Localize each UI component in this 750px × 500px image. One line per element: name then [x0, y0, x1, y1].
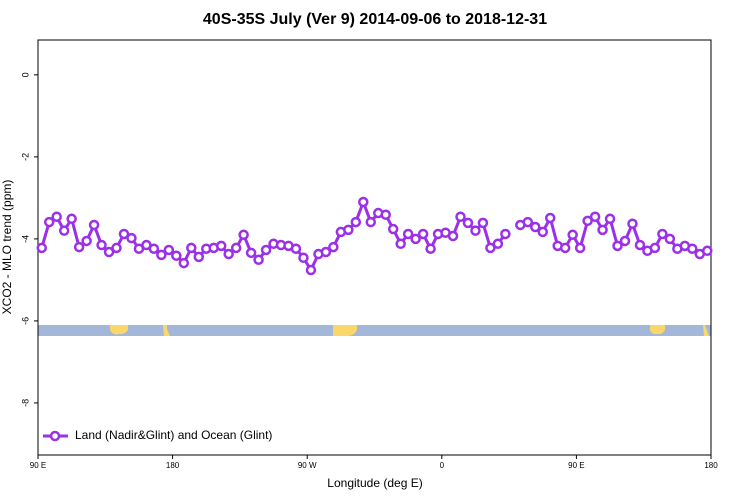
data-point [589, 211, 601, 222]
data-point [462, 217, 474, 229]
data-point [702, 245, 713, 257]
x-tick-label: 0 [440, 461, 445, 470]
data-point [66, 213, 77, 225]
data-point [687, 243, 698, 254]
data-point [522, 216, 534, 228]
land-patch [703, 325, 709, 336]
data-point [365, 216, 377, 228]
data-point [163, 244, 175, 256]
data-point [358, 196, 369, 208]
data-point [417, 228, 429, 240]
legend-marker [49, 430, 61, 442]
data-point [305, 264, 317, 276]
data-point [103, 246, 115, 258]
data-point [36, 242, 47, 254]
data-point [634, 239, 646, 251]
data-point [477, 217, 489, 229]
data-point [238, 229, 249, 241]
data-point [559, 242, 571, 254]
data-point [664, 233, 676, 245]
data-point [223, 248, 234, 260]
data-point [328, 241, 339, 253]
x-tick-label: 90 W [298, 461, 317, 470]
land-patch [650, 325, 665, 335]
ocean-band [38, 325, 711, 336]
x-tick-label: 90 E [568, 461, 584, 470]
data-point [245, 247, 257, 259]
land-patch [110, 325, 128, 335]
data-point [537, 226, 548, 238]
data-point [178, 257, 190, 269]
data-point [395, 238, 406, 250]
data-point [627, 218, 638, 229]
data-point [126, 232, 137, 244]
data-point [619, 235, 631, 247]
land-patch [163, 325, 170, 336]
chart-title: 40S-35S July (Ver 9) 2014-09-06 to 2018-… [203, 11, 547, 28]
data-point [567, 229, 578, 241]
data-point [58, 225, 70, 236]
legend-label: Land (Nadir&Glint) and Ocean (Glint) [75, 428, 272, 442]
data-point [156, 249, 167, 261]
y-tick-label: -4 [20, 235, 30, 243]
data-point [350, 216, 362, 228]
data-point [470, 225, 481, 236]
land-patch [333, 325, 357, 336]
data-point [81, 235, 92, 247]
data-point [343, 224, 354, 236]
data-point [88, 219, 100, 231]
data-point [73, 241, 85, 253]
data-point [597, 224, 608, 236]
data-point [574, 242, 586, 254]
data-point [380, 209, 391, 220]
data-point [544, 212, 556, 224]
data-point [171, 250, 182, 261]
data-point [604, 213, 616, 225]
data-point [447, 230, 459, 242]
data-point [410, 233, 421, 245]
data-point [387, 223, 399, 235]
data-point [500, 228, 511, 240]
data-point [186, 242, 197, 254]
data-point [111, 242, 122, 254]
land-ocean-mask [38, 325, 711, 336]
x-tick-label: 180 [704, 461, 718, 470]
x-tick-label: 90 E [30, 461, 46, 470]
y-tick-label: 0 [20, 72, 30, 77]
y-tick-label: -8 [20, 399, 30, 407]
data-point [649, 242, 661, 254]
y-axis-label: XCO2 - MLO trend (ppm) [0, 180, 14, 315]
y-tick-label: -2 [20, 153, 30, 161]
data-point [230, 242, 242, 254]
data-point [43, 216, 55, 228]
data-point [96, 239, 107, 251]
data-point [425, 243, 436, 254]
data-point [193, 251, 205, 263]
x-axis-label: Longitude (deg E) [327, 476, 422, 490]
y-tick-label: -6 [20, 317, 30, 325]
data-point [612, 240, 623, 252]
data-point [253, 254, 264, 266]
data-point [530, 221, 541, 233]
data-point [290, 243, 302, 254]
data-point [260, 244, 272, 256]
data-point [148, 243, 160, 254]
data-point [485, 242, 496, 254]
data-point [657, 228, 668, 240]
data-point [455, 211, 466, 222]
data-point [215, 240, 227, 252]
data-point [320, 246, 332, 258]
x-tick-label: 180 [166, 461, 180, 470]
data-point [51, 211, 62, 222]
data-point [118, 228, 130, 240]
data-point [402, 228, 414, 240]
data-point [492, 238, 504, 250]
data-point [582, 215, 593, 227]
data-point [298, 252, 309, 264]
